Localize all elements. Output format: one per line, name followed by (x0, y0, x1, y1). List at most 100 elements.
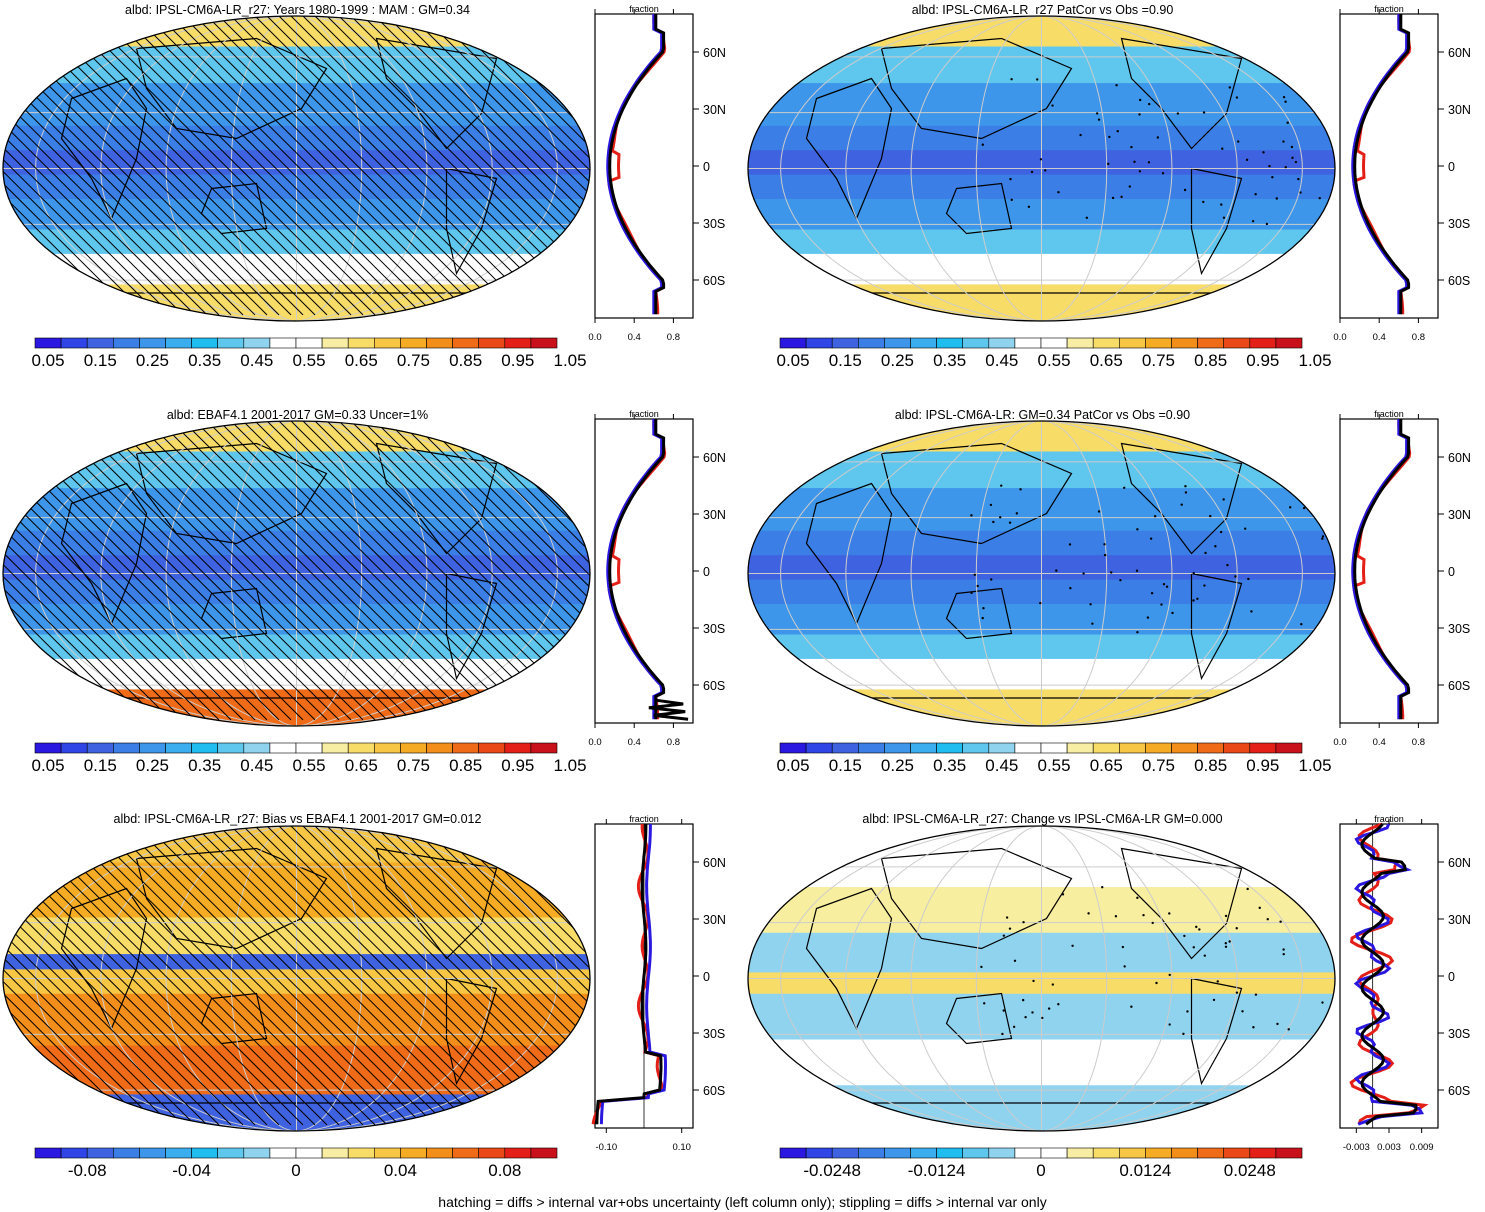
colorbar-swatch (426, 742, 453, 754)
hatch-line (206, 16, 508, 316)
stipple-dot (1146, 616, 1150, 619)
hatch-line (206, 421, 508, 721)
zonal-xticklabel: 0.009 (1410, 1142, 1434, 1153)
colorbar-swatch (1275, 1147, 1303, 1159)
hatch-line (350, 421, 590, 721)
hatch-line (374, 826, 590, 1126)
zonal-xticklabel: 0.8 (1412, 737, 1425, 748)
hatch-line (3, 826, 232, 1126)
stipple-dot (1247, 577, 1250, 581)
zonal-ylabel: 30N (703, 913, 726, 927)
stipple-dot (1015, 512, 1019, 515)
stipple-dot (983, 1002, 986, 1005)
stipple-dot (1110, 571, 1113, 574)
zonal-ylabel: 60S (1448, 274, 1470, 288)
colorbar-5: -0.08 -0.04 0 0.04 0.08 (34, 1147, 558, 1180)
stipple-dot (1192, 946, 1195, 949)
stipple-dot (1107, 162, 1110, 166)
stipple-dot (1149, 537, 1153, 540)
colorbar-swatch (452, 742, 480, 754)
stipple-dot (1318, 196, 1321, 200)
stipple-dot (1251, 219, 1255, 223)
colorbar-label: 0.75 (397, 351, 430, 370)
zonal-ylabel: 60S (1448, 1084, 1470, 1098)
hatch-line (38, 16, 340, 316)
hatch-line (218, 826, 520, 1126)
panel-title-2: albd: IPSL-CM6A-LR_r27 PatCor vs Obs =0.… (911, 3, 1174, 17)
stipple-dot (1268, 164, 1271, 168)
coastline (880, 847, 1073, 950)
colorbar-label: 0.25 (136, 351, 169, 370)
stipple-dot (1151, 921, 1154, 925)
zonal-ylabel: 30N (1448, 913, 1471, 927)
hatch-line (386, 16, 590, 316)
hatch-line (458, 826, 590, 1126)
stipple-dot (999, 516, 1002, 519)
map-border (747, 825, 1336, 1132)
zonal-frame (594, 13, 694, 319)
hatch-line (3, 16, 184, 316)
hatch-line (86, 826, 388, 1126)
colorbar-swatch (426, 337, 453, 349)
zonal-xticklabel: -0.10 (595, 1142, 617, 1153)
stipple-dot (1186, 1010, 1189, 1013)
stipple-dot (1224, 914, 1228, 918)
stipple-dot (1196, 597, 1199, 600)
coastline (880, 37, 1073, 140)
hatch-line (434, 826, 590, 1126)
colorbar-swatch (858, 742, 885, 754)
hatch-line (122, 421, 424, 721)
colorbar-label: 1.05 (554, 756, 587, 775)
hatch-line (398, 421, 590, 721)
stipple-dot (1198, 928, 1201, 931)
stipple-dot (1192, 599, 1195, 602)
stipple-dot (1002, 1009, 1005, 1012)
stipple-dot (1120, 195, 1123, 199)
stipple-dot (1165, 585, 1169, 588)
stipple-dot (1252, 1026, 1255, 1029)
stipple-dot (1228, 86, 1231, 89)
stippling (970, 484, 1325, 634)
hatch-line (182, 421, 484, 721)
colorbar-swatch (910, 742, 937, 754)
colorbar-label: 0.15 (829, 351, 862, 370)
colorbar-label: 0.85 (449, 351, 482, 370)
stipple-dot (1222, 216, 1226, 219)
colorbar-swatch (191, 742, 219, 754)
stipple-dot (1299, 191, 1302, 194)
colorbar-label: 0.25 (881, 756, 914, 775)
stipple-dot (1147, 102, 1151, 106)
colorbar-swatch (962, 742, 990, 754)
colorbar-swatch (373, 742, 401, 754)
zonal-series-line (608, 14, 666, 315)
colorbar-swatch (139, 1147, 166, 1159)
zonal-xticklabel: 0.4 (628, 332, 641, 343)
stipple-dot (1138, 170, 1142, 173)
zonal-frame (594, 418, 694, 724)
colorbar-label: 0.55 (293, 756, 326, 775)
stipple-dot (1302, 506, 1306, 510)
colorbar-swatch (1118, 1147, 1146, 1159)
stipple-dot (1057, 1002, 1060, 1006)
map-border (747, 15, 1336, 322)
stipple-dot (1097, 118, 1101, 121)
colorbar-label: 0.35 (933, 351, 966, 370)
stipple-dot (1021, 998, 1025, 1002)
hatch-line (3, 826, 220, 1126)
colorbar-swatch (1040, 742, 1068, 754)
hatch-line (3, 826, 136, 1126)
colorbar-label: 1.05 (1299, 351, 1332, 370)
stipple-dot (1039, 158, 1043, 161)
zonal-xlabel: fraction (629, 409, 659, 419)
colorbar-swatch (34, 1147, 62, 1159)
colorbar-swatch (1066, 1147, 1094, 1159)
stipple-dot (1103, 543, 1106, 546)
stipple-dot (1241, 1010, 1244, 1013)
stipple-dot (1115, 83, 1118, 87)
colorbar-swatch (1066, 337, 1094, 349)
colorbar-swatch (452, 1147, 480, 1159)
stipple-dot (1289, 506, 1292, 509)
stipple-dot (1153, 515, 1157, 518)
colorbar-label: 0.45 (240, 351, 273, 370)
